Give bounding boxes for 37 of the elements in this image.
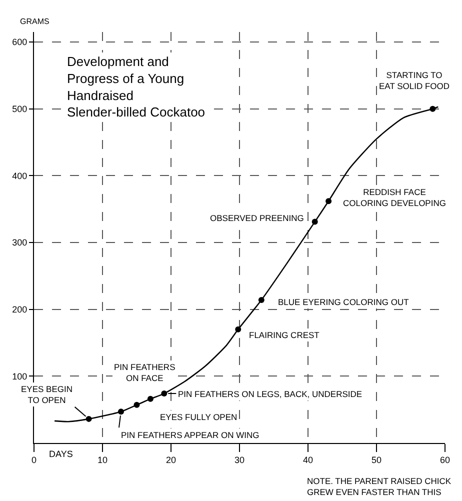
annotation: PIN FEATHERS APPEAR ON WING (121, 430, 260, 440)
point (147, 396, 154, 402)
x-tick-label: 20 (166, 454, 176, 465)
annotation: PIN FEATHERS ON FACE (114, 362, 176, 384)
y-tick-label: 300 (12, 238, 28, 248)
annotation: EYES BEGIN TO OPEN (21, 384, 72, 406)
point (430, 106, 436, 112)
annotation: EYES FULLY OPEN (160, 412, 238, 422)
y-tick-label: 500 (12, 104, 28, 114)
y-tick-label: 600 (12, 37, 28, 48)
annotation: REDDISH FACE COLORING DEVELOPING (343, 187, 446, 208)
x-axis-title: DAYS (49, 449, 73, 459)
point (326, 198, 332, 204)
x-tick-label: 30 (234, 454, 245, 465)
point (134, 402, 140, 408)
annotation: FLAIRING CREST (249, 330, 320, 340)
point (235, 326, 242, 332)
x-tick-label: 40 (302, 454, 314, 465)
x-tick-label: 0 (31, 454, 37, 465)
annotation: STARTING TO EAT SOLID FOOD (379, 70, 450, 92)
x-tick-label: 50 (371, 454, 382, 465)
y-axis-title: GRAMS (20, 17, 50, 26)
x-tick-label: 10 (97, 454, 108, 465)
y-tick-label: 100 (12, 371, 28, 382)
point (161, 390, 168, 397)
text: Development and Progress of a Young Handraised Slender-billed Cockatoo (67, 54, 206, 120)
annotation: BLUE EYERING COLORING OUT (278, 297, 409, 307)
y-tick-label: 400 (12, 170, 28, 181)
point (118, 408, 124, 415)
point (312, 218, 318, 225)
annotation: PIN FEATHERS ON LEGS, BACK, UNDERSIDE (178, 389, 362, 399)
text: NOTE. THE PARENT RAISED CHICK GREW EVEN FASTER THAN THIS (307, 476, 452, 498)
point (258, 296, 264, 303)
annotation: OBSERVED PREENING (210, 213, 304, 223)
point (86, 416, 92, 422)
y-tick-label: 200 (12, 304, 28, 314)
x-tick-label: 60 (440, 454, 450, 465)
